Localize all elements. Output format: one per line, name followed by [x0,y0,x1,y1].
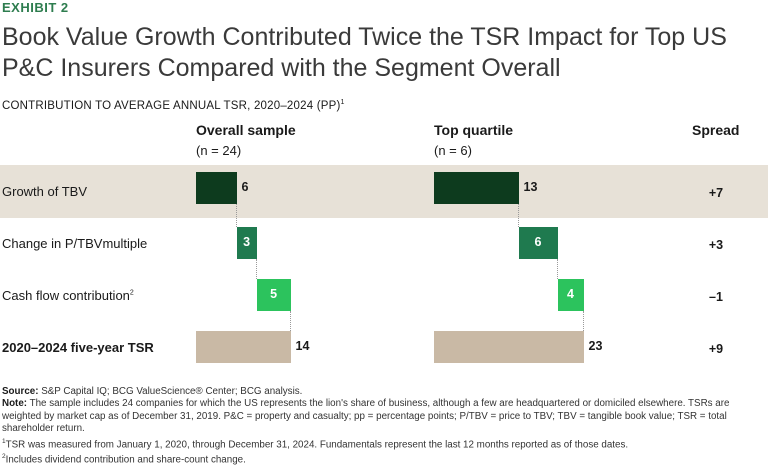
row-label-text: Growth of TBV [2,184,88,199]
source-line: Source: S&P Capital IQ; BCG ValueScience… [2,386,766,398]
data-label-top-2: 6 [534,235,542,249]
spread-value: +3 [708,238,724,252]
data-label-overall-1: 6 [241,180,249,194]
footnote-1-text: TSR was measured from January 1, 2020, t… [5,438,629,450]
exhibit-label: EXHIBIT 2 [2,0,69,15]
chart-title: Book Value Growth Contributed Twice the … [2,23,727,82]
chart-subtitle: CONTRIBUTION TO AVERAGE ANNUAL TSR, 2020… [2,99,345,112]
column-header-spread: Spread [692,122,740,138]
column-n-top: (n = 6) [434,143,472,158]
data-label-overall-3: 5 [270,287,278,301]
footnote-1-mark: 1 [2,437,6,445]
data-label-top-4: 23 [588,339,603,353]
spread-value: +9 [708,342,724,356]
data-label-top-3: 4 [567,287,574,301]
bar-top-3 [557,279,584,311]
bar-top-4 [434,331,584,363]
row-label-text: Change in P/TBVmultiple [2,236,148,251]
bar-top-1 [434,172,519,204]
footnote-2-mark: 2 [2,453,6,461]
row-label-cash-flow: Cash flow contribution2 [2,288,134,303]
footnote-1: 1TSR was measured from January 1, 2020, … [2,436,766,452]
bar-top-2 [518,227,558,259]
bar-overall-3 [256,279,291,311]
data-label-overall-4: 14 [295,339,310,353]
note-text: The sample includes 24 companies for whi… [2,398,730,435]
footnote-2: 2Includes dividend contribution and shar… [2,451,766,467]
spread-value: –1 [709,290,723,304]
footnote-2-text: Includes dividend contribution and share… [5,454,246,466]
highlight-band [0,165,768,218]
subtitle-footnote-mark: 1 [340,99,345,106]
column-header-top: Top quartile [434,122,514,138]
footnotes: Source: S&P Capital IQ; BCG ValueScience… [2,386,766,467]
column-n-overall: (n = 24) [196,143,242,158]
bar-overall-1 [196,172,237,204]
connector-overall-2 [255,259,257,279]
spread-value: +7 [708,186,724,200]
source-text: S&P Capital IQ; BCG ValueScience® Center… [41,386,303,397]
source-label: Source: [2,386,39,397]
connector-overall-1 [235,204,237,227]
note-line: Note: The sample includes 24 companies f… [2,398,766,435]
bar-overall-4 [196,331,291,363]
row-label-text: 2020–2024 five-year TSR [2,340,154,355]
connector-top-1 [517,204,519,227]
connector-top-3 [582,311,584,331]
row-footnote-mark: 2 [129,289,134,297]
note-label: Note: [2,398,28,410]
row-label-growth-tbv: Growth of TBV [2,184,87,199]
data-label-overall-2: 3 [243,235,251,249]
row-label-ptbv-change: Change in P/TBVmultiple [2,236,147,251]
subtitle-text: CONTRIBUTION TO AVERAGE ANNUAL TSR, 2020… [2,99,341,112]
data-label-top-1: 13 [523,180,538,194]
connector-overall-3 [289,311,291,331]
column-header-overall: Overall sample [196,122,296,138]
connector-top-2 [556,259,558,279]
row-label-text: Cash flow contribution [2,288,130,303]
bar-overall-2 [236,227,257,259]
row-label-five-year-tsr: 2020–2024 five-year TSR [2,340,154,355]
